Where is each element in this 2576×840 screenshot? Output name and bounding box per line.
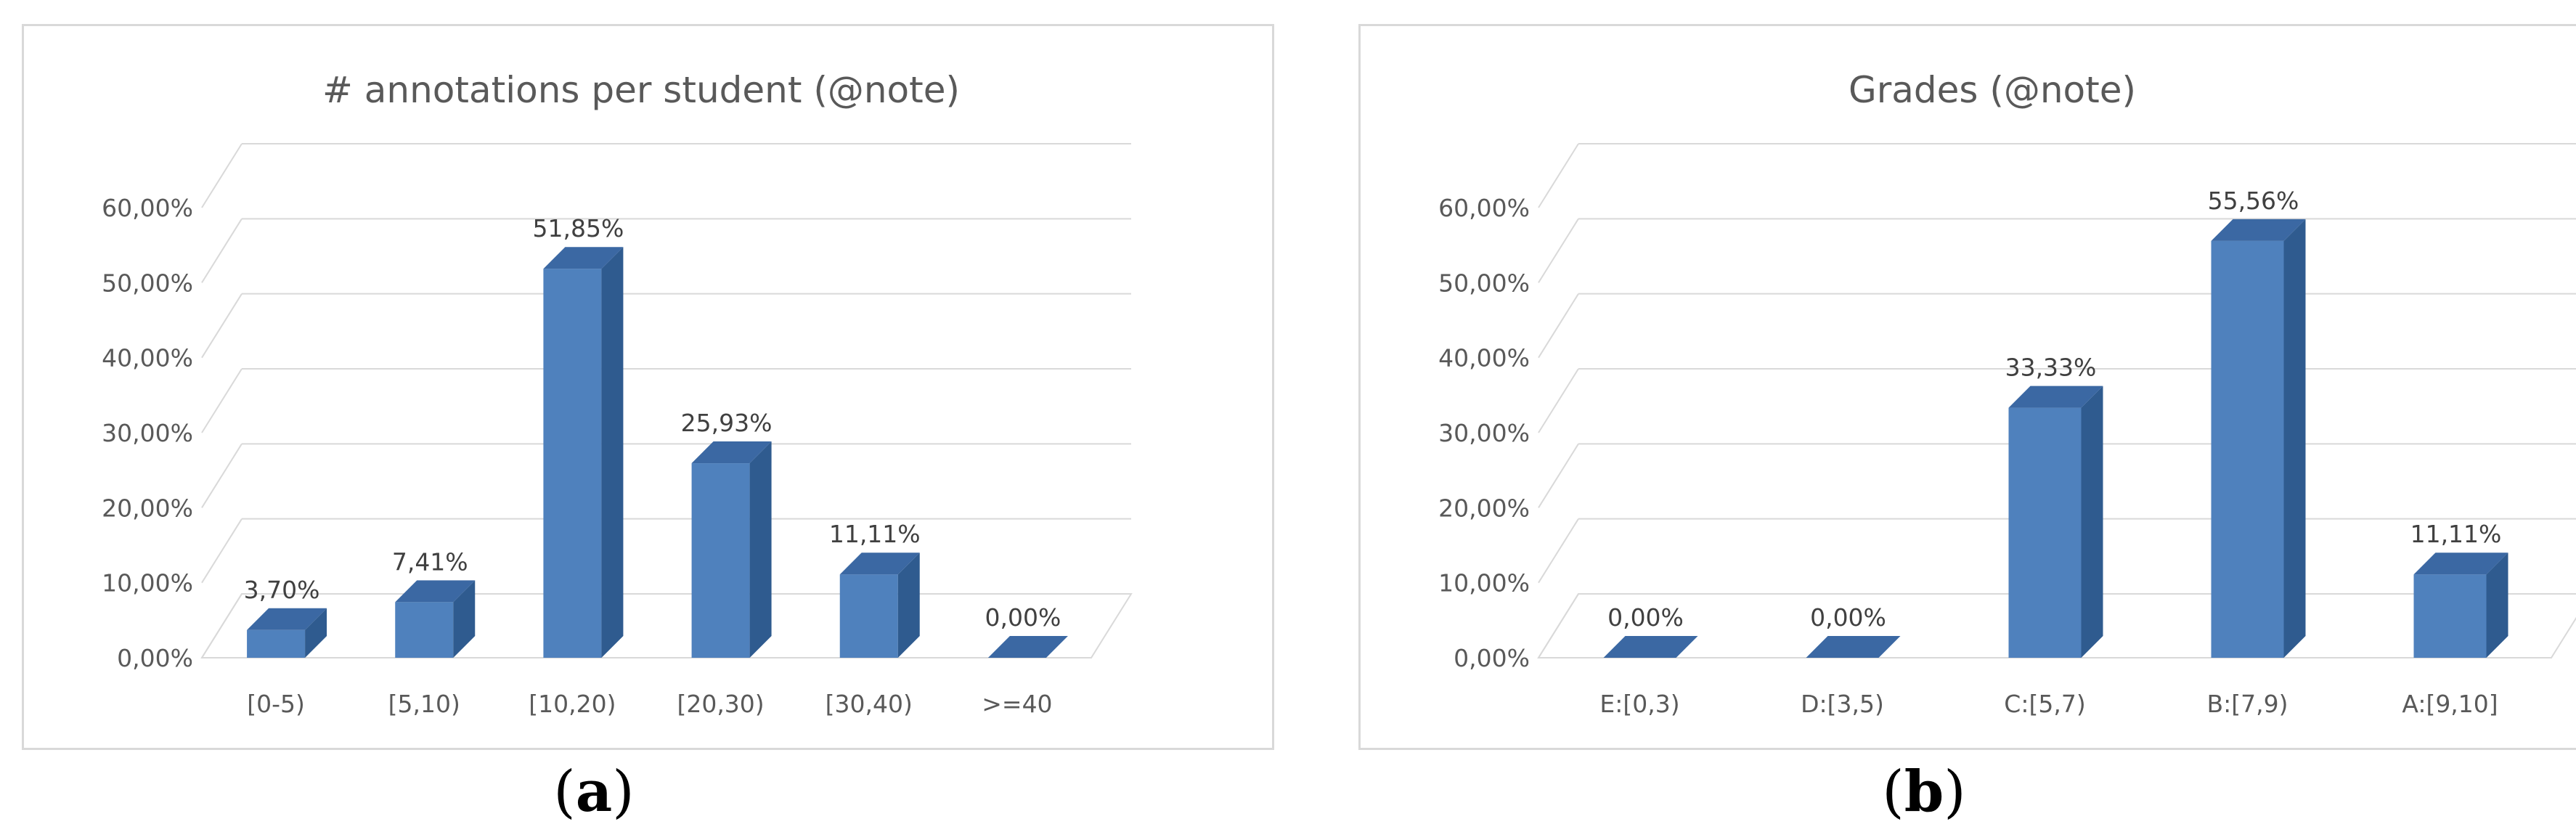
data-label: 51,85% <box>532 214 624 242</box>
x-tick-label: [20,30) <box>677 690 764 718</box>
gridline-depth <box>1538 518 1579 584</box>
bar <box>2008 386 2103 658</box>
x-tick-label: [10,20) <box>529 690 616 718</box>
bar-top <box>247 608 327 630</box>
y-tick-label: 50,00% <box>1438 269 1530 297</box>
y-tick-label: 30,00% <box>102 419 193 447</box>
data-label: 11,11% <box>2410 520 2502 548</box>
y-tick-label: 40,00% <box>102 344 193 372</box>
x-tick-label: [30,40) <box>826 690 913 718</box>
chart-title: Grades (@note) <box>1849 69 2136 111</box>
bar-side <box>897 552 920 658</box>
bar-front <box>2008 407 2082 658</box>
subfigure-label-a: (a) <box>553 759 635 825</box>
bar <box>247 608 327 658</box>
bar-top <box>543 247 624 269</box>
bar-top <box>691 441 772 464</box>
gridline-depth <box>1538 293 1579 359</box>
y-tick-label: 40,00% <box>1438 344 1530 372</box>
bar-front <box>2211 240 2284 658</box>
y-tick-label: 60,00% <box>1438 194 1530 222</box>
bar <box>2211 219 2306 658</box>
bar-front <box>543 269 602 658</box>
bar-side <box>305 608 327 658</box>
chart-panel-grades: Grades (@note) 0,00% 10,00% 20,00% 30,00% 40,… <box>1358 24 2576 750</box>
gridline-depth <box>201 443 242 508</box>
subfigure-label-b: (b) <box>1882 759 1966 825</box>
x-tick-label: E:[0,3) <box>1599 690 1679 718</box>
y-tick-label: 0,00% <box>1454 644 1530 672</box>
bar-top <box>2211 219 2306 241</box>
gridline-depth <box>1538 443 1579 508</box>
y-tick-label: 20,00% <box>102 494 193 522</box>
chart-panel-annotations: # annotations per student (@note) 0,00% 10… <box>22 24 1274 750</box>
data-label: 55,56% <box>2208 187 2299 215</box>
bar-front <box>247 629 306 658</box>
gridline-depth <box>201 368 242 433</box>
bar <box>1806 636 1901 658</box>
gridline-depth <box>201 518 242 584</box>
bar <box>987 636 1068 658</box>
x-tick-label: C:[5,7) <box>2004 690 2085 718</box>
bar-top <box>395 580 476 603</box>
x-tick-label: B:[7,9) <box>2207 690 2288 718</box>
bar-top <box>839 552 920 575</box>
bar-side <box>2486 552 2508 658</box>
gridline-depth <box>201 293 242 359</box>
bar-top <box>1806 636 1901 658</box>
x-tick-label: [5,10) <box>388 690 460 718</box>
x-tick-label: >=40 <box>982 690 1052 718</box>
bar-side <box>453 580 476 658</box>
bar-top <box>987 636 1068 658</box>
bar <box>839 552 920 658</box>
gridline-depth <box>1538 218 1579 283</box>
bar-top <box>2008 386 2103 408</box>
data-label: 0,00% <box>985 603 1061 632</box>
grades-bar-chart: Grades (@note) 0,00% 10,00% 20,00% 30,00% 40,… <box>1438 69 2576 718</box>
gridline-depth <box>201 218 242 283</box>
bar <box>1603 636 1698 658</box>
gridline-depth <box>1538 368 1579 433</box>
y-tick-label: 20,00% <box>1438 494 1530 522</box>
gridline-depth <box>1538 143 1579 208</box>
data-label: 0,00% <box>1810 603 1886 632</box>
gridline-depth <box>201 593 242 658</box>
data-label: 25,93% <box>681 409 773 437</box>
y-tick-label: 30,00% <box>1438 419 1530 447</box>
bar-front <box>395 602 454 658</box>
bar-side <box>2283 219 2306 658</box>
bar <box>543 247 624 658</box>
bar-side <box>601 247 624 658</box>
bar-side <box>2081 386 2103 658</box>
data-label: 11,11% <box>829 520 921 548</box>
gridline-depth <box>1538 593 1579 658</box>
x-tick-label: A:[9,10] <box>2402 690 2498 718</box>
data-label: 0,00% <box>1607 603 1684 632</box>
data-label: 33,33% <box>2005 354 2097 382</box>
x-tick-label: D:[3,5) <box>1801 690 1884 718</box>
bar <box>691 441 772 658</box>
bar-side <box>749 441 772 658</box>
y-tick-label: 60,00% <box>102 194 193 222</box>
bar <box>2413 552 2508 658</box>
annotations-bar-chart: # annotations per student (@note) 0,00% 10… <box>102 69 1133 718</box>
bar <box>395 580 476 658</box>
data-label: 3,70% <box>244 576 320 604</box>
chart-title: # annotations per student (@note) <box>322 69 960 111</box>
y-tick-label: 0,00% <box>117 644 193 672</box>
bar-top <box>2413 552 2508 575</box>
gridline-depth <box>201 143 242 208</box>
y-tick-label: 50,00% <box>102 269 193 297</box>
bar-top <box>1603 636 1698 658</box>
bar-front <box>839 574 898 658</box>
data-label: 7,41% <box>392 547 468 576</box>
x-tick-label: [0-5) <box>247 690 305 718</box>
y-tick-label: 10,00% <box>102 569 193 598</box>
bar-front <box>691 463 750 658</box>
y-tick-label: 10,00% <box>1438 569 1530 598</box>
bar-front <box>2413 574 2487 658</box>
